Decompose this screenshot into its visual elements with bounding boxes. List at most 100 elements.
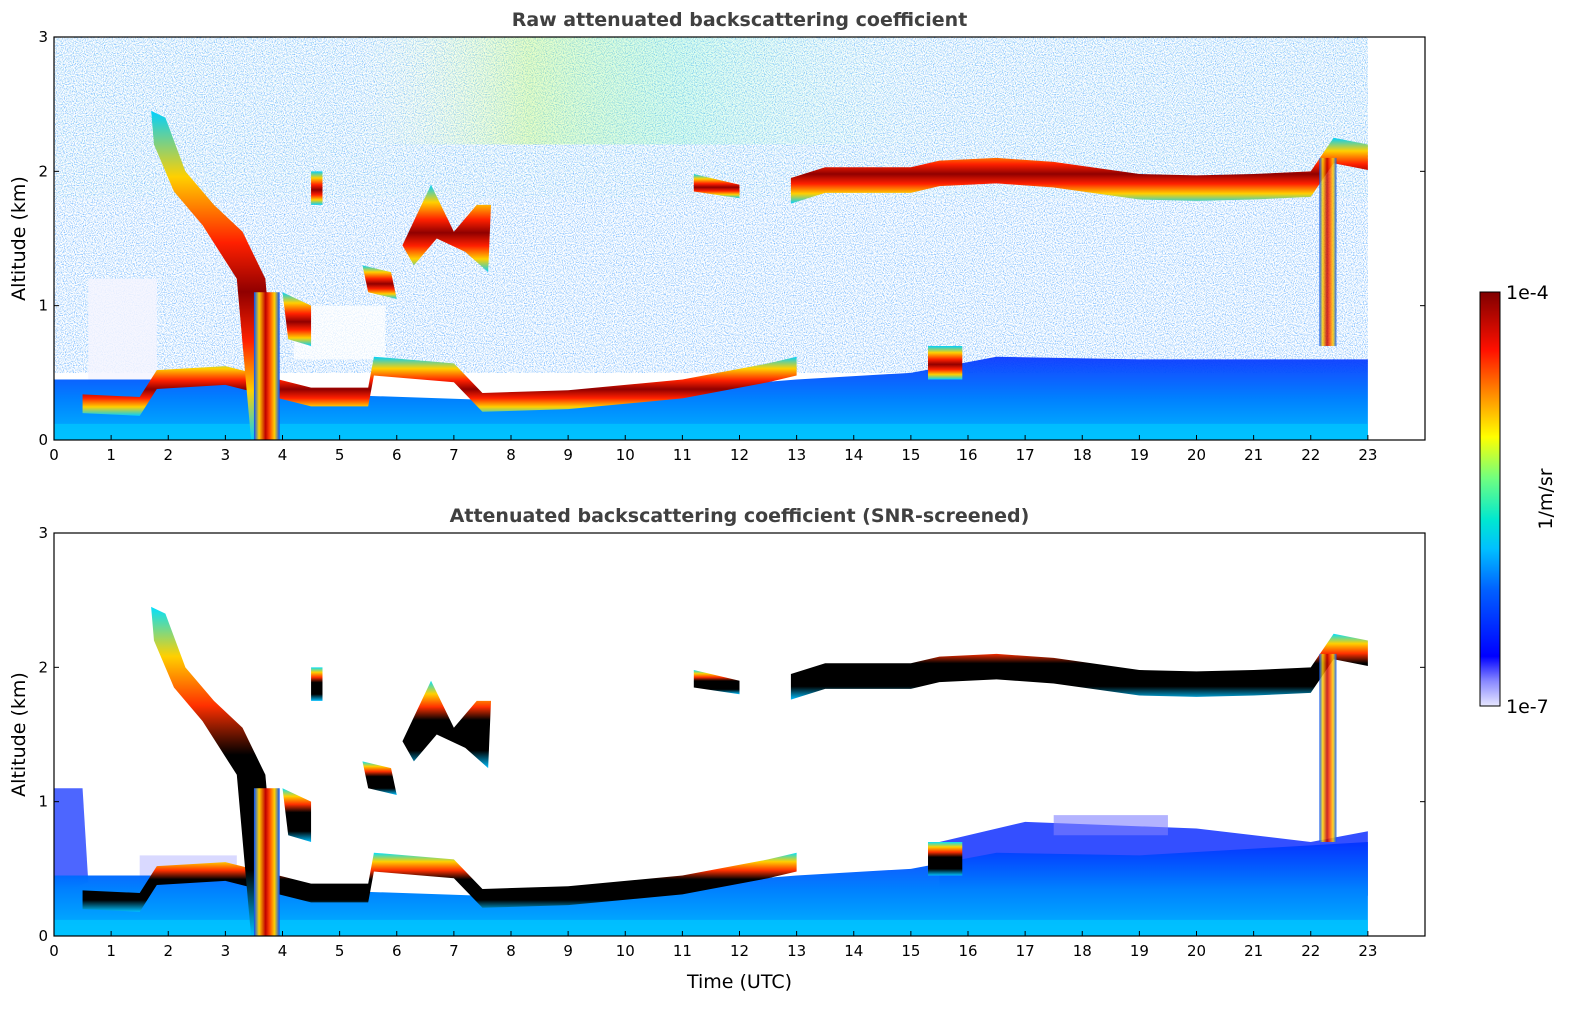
mid-cloud-fragment [311, 667, 323, 701]
low-cloud-patch [928, 345, 963, 380]
y-axis-label-top: Altitude (km) [8, 176, 30, 301]
x-tick-label: 19 [1130, 942, 1149, 960]
x-tick-label: 5 [335, 446, 345, 464]
x-tick-label: 3 [221, 446, 231, 464]
x-tick-label: 12 [730, 942, 749, 960]
x-tick-label: 21 [1244, 446, 1263, 464]
low-cloud-layer [82, 852, 797, 912]
x-tick-label: 10 [616, 446, 635, 464]
colorbar: 1e-4 1e-7 1/m/sr [1479, 282, 1557, 718]
mid-cloud-fragment [311, 171, 323, 205]
x-tick-label: 3 [221, 942, 231, 960]
background-noise-upper [339, 37, 968, 145]
low-cloud-layer [82, 356, 797, 416]
x-tick-label: 0 [49, 942, 59, 960]
y-tick-label: 3 [38, 524, 48, 542]
x-tick-label: 23 [1358, 446, 1377, 464]
x-tick-label: 14 [844, 942, 863, 960]
mid-cloud-fragment [282, 788, 312, 842]
x-tick-label: 20 [1187, 446, 1206, 464]
descending-cloud [151, 606, 280, 936]
x-tick-label: 9 [563, 446, 573, 464]
x-tick-label: 7 [449, 942, 459, 960]
colorbar-unit-label: 1/m/sr [1535, 468, 1557, 529]
surface-layer [54, 919, 1368, 936]
x-tick-label: 16 [958, 942, 977, 960]
x-ticks-top: 0 1 2 3 4 5 6 7 8 9 10 11 12 13 14 15 16 17 18 19 20 21 22 23 [49, 435, 1377, 464]
cloud-fragment [693, 670, 740, 695]
upper-cloud-layer [790, 633, 1368, 700]
x-tick-label: 1 [106, 446, 116, 464]
x-tick-label: 10 [616, 942, 635, 960]
y-tick-label: 1 [38, 297, 48, 315]
x-tick-label: 18 [1073, 446, 1092, 464]
chart-top-panel: Raw attenuated backscattering coefficien… [8, 9, 1426, 464]
y-tick-label: 2 [38, 162, 48, 180]
x-tick-label: 15 [901, 446, 920, 464]
x-tick-label: 7 [449, 446, 459, 464]
x-tick-label: 22 [1301, 446, 1320, 464]
heatmap-raw [54, 37, 1368, 440]
surface-layer [54, 423, 1368, 440]
mid-cloud-cluster [402, 184, 492, 273]
x-tick-label: 5 [335, 942, 345, 960]
x-tick-label: 13 [787, 942, 806, 960]
y-tick-label: 1 [38, 793, 48, 811]
x-tick-label: 6 [392, 446, 402, 464]
colorbar-gradient [1479, 291, 1501, 707]
x-tick-label: 1 [106, 942, 116, 960]
y-tick-label: 0 [38, 927, 48, 945]
x-tick-label: 4 [278, 942, 288, 960]
mid-cloud-cluster [402, 680, 492, 769]
y-ticks-top: 0 1 2 3 [38, 28, 1425, 449]
virga-streak [1319, 157, 1337, 346]
x-tick-label: 2 [163, 446, 173, 464]
mid-cloud-fragment [362, 761, 397, 795]
x-tick-label: 8 [506, 446, 516, 464]
y-axis-label-bottom: Altitude (km) [8, 672, 30, 797]
y-tick-label: 3 [38, 28, 48, 46]
heatmap-screened [54, 606, 1368, 936]
boundary-layer [54, 356, 1368, 440]
x-tick-label: 11 [673, 942, 692, 960]
aerosol-plume [54, 788, 89, 896]
descending-cloud [151, 110, 280, 440]
chart-title-top: Raw attenuated backscattering coefficien… [512, 9, 968, 31]
x-tick-label: 14 [844, 446, 863, 464]
upper-cloud-layer [790, 137, 1368, 204]
x-tick-label: 11 [673, 446, 692, 464]
cloud-fragment [693, 174, 740, 199]
y-tick-label: 2 [38, 658, 48, 676]
x-tick-label: 18 [1073, 942, 1092, 960]
low-cloud-patch [928, 841, 963, 876]
x-tick-label: 22 [1301, 942, 1320, 960]
x-tick-label: 20 [1187, 942, 1206, 960]
x-tick-label: 4 [278, 446, 288, 464]
aerosol-blanket-top [1053, 815, 1168, 836]
colorbar-min-label: 1e-7 [1506, 696, 1549, 718]
precip-column [253, 788, 280, 936]
x-ticks-bottom: 0 1 2 3 4 5 6 7 8 9 10 11 12 13 14 15 16 17 18 19 20 21 22 23 [49, 931, 1377, 960]
x-tick-label: 16 [958, 446, 977, 464]
virga-streak [1319, 653, 1337, 842]
mid-cloud-fragment [362, 265, 397, 299]
x-tick-label: 23 [1358, 942, 1377, 960]
x-tick-label: 8 [506, 942, 516, 960]
x-tick-label: 13 [787, 446, 806, 464]
x-tick-label: 9 [563, 942, 573, 960]
x-tick-label: 19 [1130, 446, 1149, 464]
x-tick-label: 12 [730, 446, 749, 464]
x-tick-label: 2 [163, 942, 173, 960]
precip-column [253, 292, 280, 440]
mid-cloud-fragment [282, 292, 312, 346]
x-tick-label: 15 [901, 942, 920, 960]
chart-bottom-panel: Attenuated backscattering coefficient (S… [8, 505, 1426, 993]
x-tick-label: 21 [1244, 942, 1263, 960]
x-axis-label: Time (UTC) [686, 971, 792, 993]
chart-title-bottom: Attenuated backscattering coefficient (S… [450, 505, 1030, 527]
x-tick-label: 17 [1016, 942, 1035, 960]
x-tick-label: 0 [49, 446, 59, 464]
x-tick-label: 6 [392, 942, 402, 960]
y-tick-label: 0 [38, 431, 48, 449]
